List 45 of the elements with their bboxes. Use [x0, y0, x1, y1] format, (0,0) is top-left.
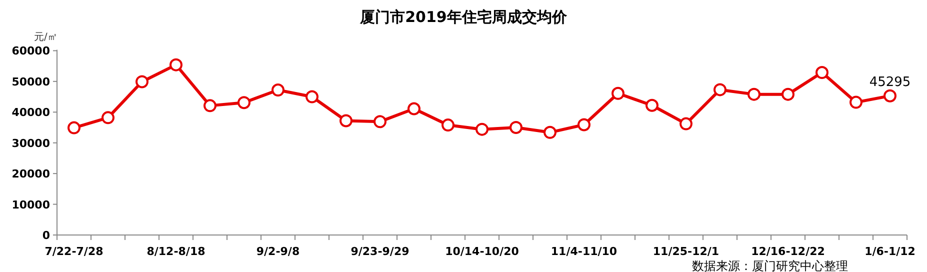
point [204, 99, 216, 112]
x-tick-label: 9/2-9/8 [256, 245, 300, 258]
point [476, 122, 488, 136]
point [612, 86, 624, 100]
point [306, 90, 318, 104]
point [170, 58, 182, 72]
y-tick-label: 40000 [12, 106, 50, 120]
point [680, 117, 692, 130]
point [408, 102, 420, 116]
point [544, 126, 556, 139]
point [374, 115, 386, 128]
x-tick-label: 11/25-12/1 [652, 245, 720, 258]
point [102, 111, 114, 124]
point [272, 84, 284, 97]
point [646, 98, 658, 112]
y-tick-label: 50000 [12, 75, 50, 88]
point [884, 89, 896, 102]
point [782, 88, 794, 101]
y-tick-label: 0 [42, 229, 50, 242]
y-tick-label: 20000 [12, 168, 50, 181]
point [340, 114, 352, 128]
point [850, 96, 862, 109]
x-tick-label: 11/4-11/10 [550, 245, 618, 258]
x-tick-label: 7/22-7/28 [44, 245, 104, 258]
chart-title: 厦门市2019年住宅周成交均价 [359, 8, 568, 26]
x-tick-label: 12/16-12/22 [751, 245, 825, 258]
point [748, 88, 760, 101]
point [510, 120, 522, 134]
point [136, 75, 148, 88]
point [68, 121, 80, 134]
x-tick-label: 10/14-10/20 [445, 245, 520, 258]
point [578, 118, 590, 132]
x-tick-label: 9/23-9/29 [350, 245, 410, 258]
point [816, 66, 828, 80]
y-axis-title: 元/㎡ [34, 32, 58, 43]
point [238, 96, 250, 110]
source-note: 数据来源：厦门研究中心整理 [692, 259, 848, 272]
point [442, 118, 454, 132]
y-tick-label: 30000 [12, 136, 50, 150]
x-tick-label: 8/12-8/18 [146, 245, 206, 258]
y-tick-label: 10000 [12, 198, 50, 212]
y-tick-label: 60000 [12, 44, 50, 58]
x-tick-label: 1/6-1/12 [864, 245, 916, 258]
point [714, 83, 726, 96]
data-label: 45295 [869, 74, 911, 90]
